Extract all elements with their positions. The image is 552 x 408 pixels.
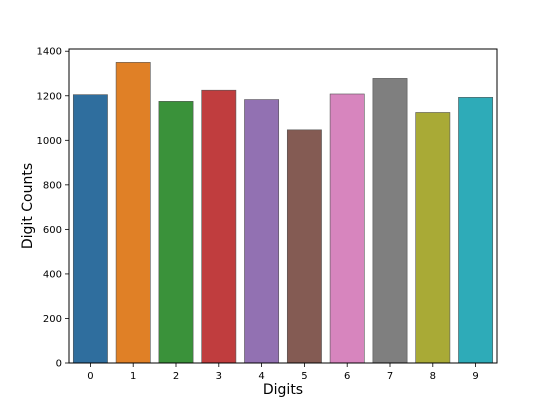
bar-digit-5 bbox=[286, 129, 322, 364]
x-tick-label: 2 bbox=[173, 371, 179, 382]
plot-frame bbox=[68, 48, 498, 364]
y-tick-label: 400 bbox=[43, 269, 62, 280]
bar-digit-2 bbox=[158, 101, 194, 364]
bar-digit-4 bbox=[244, 99, 280, 364]
x-axis-ticks: 0 1 2 3 4 5 6 7 8 9 bbox=[87, 363, 479, 382]
x-tick-label: 5 bbox=[301, 371, 307, 382]
x-tick-label: 7 bbox=[387, 371, 393, 382]
bar-digit-7 bbox=[372, 78, 408, 364]
y-tick-label: 0 bbox=[56, 359, 62, 370]
x-tick-label: 1 bbox=[130, 371, 136, 382]
y-tick-label: 800 bbox=[43, 180, 62, 191]
bar-digit-8 bbox=[415, 112, 451, 364]
y-axis-ticks: 0 200 400 600 800 1000 1200 1400 bbox=[37, 47, 69, 370]
y-tick-label: 1400 bbox=[37, 47, 62, 58]
y-tick-label: 600 bbox=[43, 225, 62, 236]
y-axis-title: Digit Counts bbox=[20, 163, 36, 249]
bar-digit-3 bbox=[201, 89, 237, 364]
x-tick-label: 8 bbox=[430, 371, 436, 382]
bar-digit-0 bbox=[72, 94, 108, 364]
x-tick-label: 3 bbox=[216, 371, 222, 382]
x-tick-label: 6 bbox=[344, 371, 350, 382]
bar-digit-9 bbox=[458, 97, 494, 364]
bar-digit-6 bbox=[329, 93, 365, 364]
bars-group bbox=[72, 62, 494, 364]
y-tick-label: 1000 bbox=[37, 136, 62, 147]
x-tick-label: 0 bbox=[87, 371, 93, 382]
x-tick-label: 9 bbox=[472, 371, 478, 382]
x-axis-title: Digits bbox=[263, 382, 303, 398]
y-tick-label: 1200 bbox=[37, 91, 62, 102]
bar-digit-1 bbox=[115, 62, 151, 364]
y-tick-label: 200 bbox=[43, 314, 62, 325]
x-tick-label: 4 bbox=[258, 371, 264, 382]
